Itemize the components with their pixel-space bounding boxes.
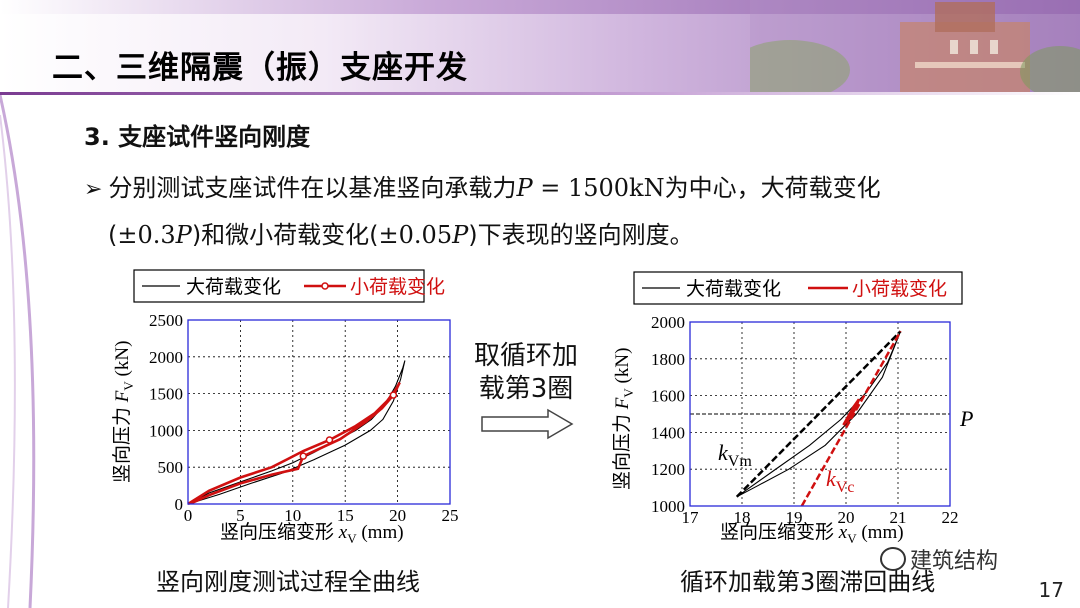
- legend-label-small-right: 小荷载变化: [852, 278, 947, 300]
- wechat-icon: [880, 547, 906, 571]
- x-tick-label: 20: [389, 506, 406, 525]
- plot-frame-left: [187, 319, 451, 505]
- series-left: [187, 360, 406, 506]
- x-tick-label: 5: [236, 506, 245, 525]
- series-marker: [299, 452, 308, 460]
- y-tick-label: 2000: [149, 348, 183, 367]
- section-title: 3. 支座试件竖向刚度: [84, 123, 311, 151]
- bullet-text-prefix: 分别测试支座试件在以基准竖向承载力: [108, 174, 517, 202]
- k-vm-line: [735, 330, 902, 498]
- grid-left: [188, 320, 450, 504]
- x-tick-label: 17: [682, 508, 700, 527]
- chart-hysteresis-curve: 大荷载变化 小荷载变化 17 18 19 20 21 22 1000 1200 1400 1600…: [611, 271, 973, 546]
- slide-title: 二、三维隔震（振）支座开发: [52, 50, 468, 86]
- k-vm-label: kVm: [718, 440, 752, 470]
- legend-label-large-right: 大荷载变化: [686, 278, 781, 300]
- legend-marker-small-left: [321, 282, 329, 290]
- ticks-right: 17 18 19 20 21 22 1000 1200 1400 1600 1800 2000: [651, 313, 959, 527]
- y-tick-label: 1500: [149, 385, 183, 404]
- legend-box-left: [133, 269, 425, 303]
- header-stripe: [0, 0, 1080, 14]
- x-tick-label: 18: [734, 508, 751, 527]
- x-tick-label: 15: [337, 506, 354, 525]
- ticks-left: 0 5 10 15 20 25 0 500 1000 1500 2000 2500: [149, 311, 459, 525]
- chart-full-curve: 大荷载变化 小荷载变化 0 5 10 15 20 25 0 500 1000 1500 2000 25…: [111, 269, 459, 546]
- y-tick-label: 1600: [651, 387, 685, 406]
- legend-label-small-left: 小荷载变化: [350, 276, 445, 298]
- watermark: 建筑结构: [880, 543, 998, 575]
- x-tick-label: 22: [942, 508, 959, 527]
- series-line-small-load: [842, 398, 861, 426]
- y-tick-label: 500: [158, 458, 184, 477]
- k-vc-label: kVc: [826, 466, 854, 496]
- series-marker: [389, 391, 398, 399]
- watermark-text: 建筑结构: [910, 549, 999, 574]
- series-line-small-load: [187, 381, 401, 506]
- x-tick-label: 19: [786, 508, 803, 527]
- p-reference-label: P: [959, 406, 973, 431]
- campus-building-image: [750, 0, 1080, 92]
- legend-label-large-left: 大荷载变化: [186, 276, 281, 298]
- y-tick-label: 1400: [651, 423, 685, 442]
- decorative-curve: [0, 95, 36, 608]
- page-number: 17: [1038, 578, 1064, 602]
- series-line-large-load: [187, 360, 406, 505]
- y-tick-label: 1000: [149, 421, 183, 440]
- pm-large: ±0.3: [117, 221, 176, 249]
- plot-frame-right: [689, 321, 951, 507]
- x-tick-label: 20: [838, 508, 855, 527]
- ylabel-right: 竖向压力 FV (kN): [611, 348, 636, 490]
- right-arrow-icon: [481, 408, 574, 440]
- x-tick-label: 0: [184, 506, 193, 525]
- series-right: [735, 330, 902, 507]
- y-tick-label: 2500: [149, 311, 183, 330]
- x-tick-label: 10: [284, 506, 301, 525]
- x-tick-label: 25: [442, 506, 459, 525]
- arrow-bullet-icon: ➢: [84, 177, 103, 202]
- pm-small: ±0.05: [378, 221, 453, 249]
- middle-label: 取循环加 载第3圈: [468, 340, 584, 406]
- y-tick-label: 1800: [651, 350, 685, 369]
- header-underline: [0, 92, 1080, 95]
- k-vc-line: [800, 330, 902, 507]
- caption-right: 循环加载第3圈滞回曲线: [680, 568, 936, 596]
- middle-label-line2: 载第3圈: [478, 374, 574, 404]
- bullet-text-mid: 为中心，大荷载变化: [664, 174, 881, 202]
- middle-label-line1: 取循环加: [473, 341, 578, 371]
- line2-mid: )和微小荷载变化(: [191, 221, 379, 249]
- x-tick-label: 21: [890, 508, 907, 527]
- math-p-small: P: [452, 221, 469, 249]
- line2-end: )下表现的竖向刚度。: [468, 221, 694, 249]
- xlabel-right: 竖向压缩变形 xV (mm): [720, 521, 904, 546]
- y-tick-label: 0: [175, 495, 184, 514]
- xlabel-left: 竖向压缩变形 xV (mm): [220, 521, 404, 546]
- math-eq: = 1500kN: [532, 174, 665, 202]
- ylabel-left: 竖向压力 FV (kN): [111, 341, 136, 483]
- bullet-line-1: ➢ 分别测试支座试件在以基准竖向承载力P = 1500kN为中心，大荷载变化: [84, 168, 881, 203]
- y-tick-label: 1200: [651, 460, 685, 479]
- math-p-large: P: [175, 221, 192, 249]
- legend-box-right: [633, 271, 963, 305]
- caption-left: 竖向刚度测试过程全曲线: [156, 568, 420, 596]
- y-tick-label: 2000: [651, 313, 685, 332]
- paren-open: (: [108, 221, 118, 249]
- bullet-line-2: (±0.3P)和微小荷载变化(±0.05P)下表现的竖向刚度。: [108, 215, 694, 250]
- math-p: P: [516, 174, 533, 202]
- series-marker: [325, 436, 334, 444]
- y-tick-label: 1000: [651, 497, 685, 516]
